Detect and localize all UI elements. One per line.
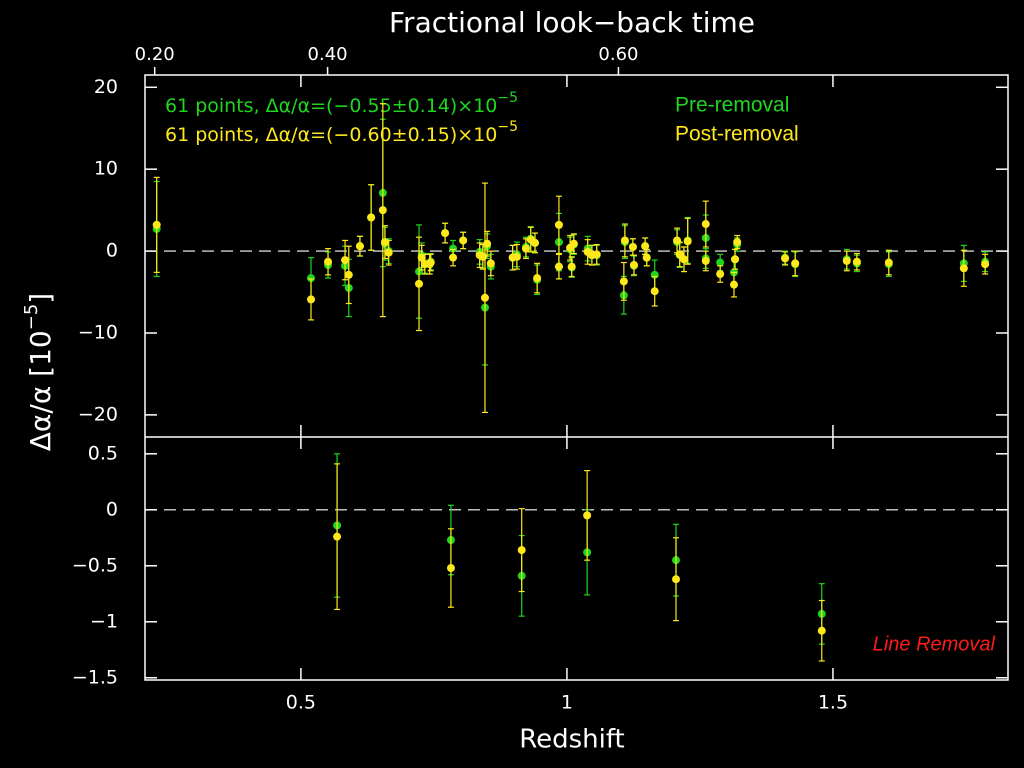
point bbox=[781, 254, 790, 263]
point bbox=[483, 239, 492, 248]
point bbox=[673, 236, 682, 245]
point bbox=[449, 253, 458, 262]
x-tick-label: 1.5 bbox=[818, 692, 848, 714]
point bbox=[480, 293, 489, 302]
point bbox=[324, 257, 333, 266]
point bbox=[569, 239, 578, 248]
y-tick-label: −20 bbox=[78, 403, 118, 425]
legend-stat: 61 points, Δα/α=(−0.55±0.14)×10−5 bbox=[165, 90, 518, 117]
point bbox=[521, 244, 530, 253]
point bbox=[852, 257, 861, 266]
point bbox=[384, 248, 393, 257]
x-axis-label: Redshift bbox=[519, 725, 625, 755]
y-axis-label-end: ] bbox=[24, 293, 57, 304]
point bbox=[307, 295, 316, 304]
point bbox=[554, 262, 563, 271]
legend-entry: Pre-removal bbox=[675, 94, 789, 117]
point bbox=[817, 626, 826, 635]
point bbox=[459, 236, 468, 245]
point bbox=[716, 258, 725, 267]
point bbox=[486, 259, 495, 268]
point bbox=[333, 532, 342, 541]
point bbox=[307, 274, 316, 283]
point bbox=[671, 575, 680, 584]
point bbox=[517, 546, 526, 555]
point bbox=[733, 238, 742, 247]
point bbox=[620, 236, 629, 245]
point bbox=[355, 242, 364, 251]
point bbox=[415, 279, 424, 288]
legend-stat-exp: −5 bbox=[497, 90, 518, 106]
point bbox=[530, 238, 539, 247]
y-tick-label: 10 bbox=[94, 158, 118, 180]
point bbox=[650, 287, 659, 296]
point bbox=[679, 255, 688, 264]
point bbox=[380, 238, 389, 247]
point bbox=[426, 258, 435, 267]
top-tick-label: 0.60 bbox=[598, 44, 638, 65]
point bbox=[567, 262, 576, 271]
y-tick-label: 0 bbox=[106, 498, 118, 520]
point bbox=[701, 256, 710, 265]
point bbox=[378, 206, 387, 215]
point bbox=[729, 280, 738, 289]
point bbox=[628, 242, 637, 251]
point bbox=[533, 274, 542, 283]
point bbox=[731, 255, 740, 264]
point bbox=[641, 242, 650, 251]
y-tick-label: 0 bbox=[106, 240, 118, 262]
y-tick-label: −1 bbox=[90, 610, 118, 632]
point bbox=[629, 261, 638, 270]
point bbox=[446, 564, 455, 573]
y-axis-label: Δα/α [10−5] bbox=[21, 293, 57, 451]
x-tick-label: 1 bbox=[561, 692, 573, 714]
point bbox=[683, 237, 692, 246]
point bbox=[152, 220, 161, 229]
point bbox=[554, 220, 563, 229]
point bbox=[619, 277, 628, 286]
point bbox=[449, 244, 458, 253]
y-tick-label: −1.5 bbox=[72, 666, 118, 688]
point bbox=[512, 252, 521, 261]
y-tick-label: 20 bbox=[94, 76, 118, 98]
point bbox=[959, 264, 968, 273]
legend-stat-text: 61 points, Δα/α=(−0.60±0.15)×10 bbox=[165, 124, 497, 146]
point bbox=[344, 270, 353, 279]
y-tick-label: 0.5 bbox=[88, 442, 118, 464]
point bbox=[478, 252, 487, 261]
point bbox=[583, 511, 592, 520]
y-axis-label-exp: −5 bbox=[21, 304, 42, 331]
point bbox=[716, 270, 725, 279]
legend-entry: Post-removal bbox=[675, 123, 799, 146]
y-tick-label: −10 bbox=[78, 321, 118, 343]
point bbox=[592, 250, 601, 259]
point bbox=[981, 260, 990, 269]
top-axis-label: Fractional look−back time bbox=[389, 6, 755, 39]
y-axis-label-main: Δα/α [10 bbox=[24, 330, 57, 451]
plot-frame bbox=[144, 74, 1009, 681]
point bbox=[441, 229, 450, 238]
top-tick-label: 0.20 bbox=[135, 44, 175, 65]
y-tick-label: −0.5 bbox=[72, 554, 118, 576]
legend-stat-text: 61 points, Δα/α=(−0.55±0.14)×10 bbox=[165, 95, 497, 117]
point bbox=[642, 253, 651, 262]
point bbox=[884, 258, 893, 267]
top-tick-label: 0.40 bbox=[308, 44, 348, 65]
x-tick-label: 0.5 bbox=[286, 692, 316, 714]
point bbox=[367, 213, 376, 222]
point bbox=[417, 253, 426, 262]
point bbox=[341, 256, 350, 265]
legend-stat: 61 points, Δα/α=(−0.60±0.15)×10−5 bbox=[165, 119, 518, 146]
point bbox=[842, 256, 851, 265]
legend-stat-exp: −5 bbox=[497, 119, 518, 135]
annotation: Line Removal bbox=[873, 633, 996, 655]
point bbox=[701, 220, 710, 229]
point bbox=[791, 259, 800, 268]
